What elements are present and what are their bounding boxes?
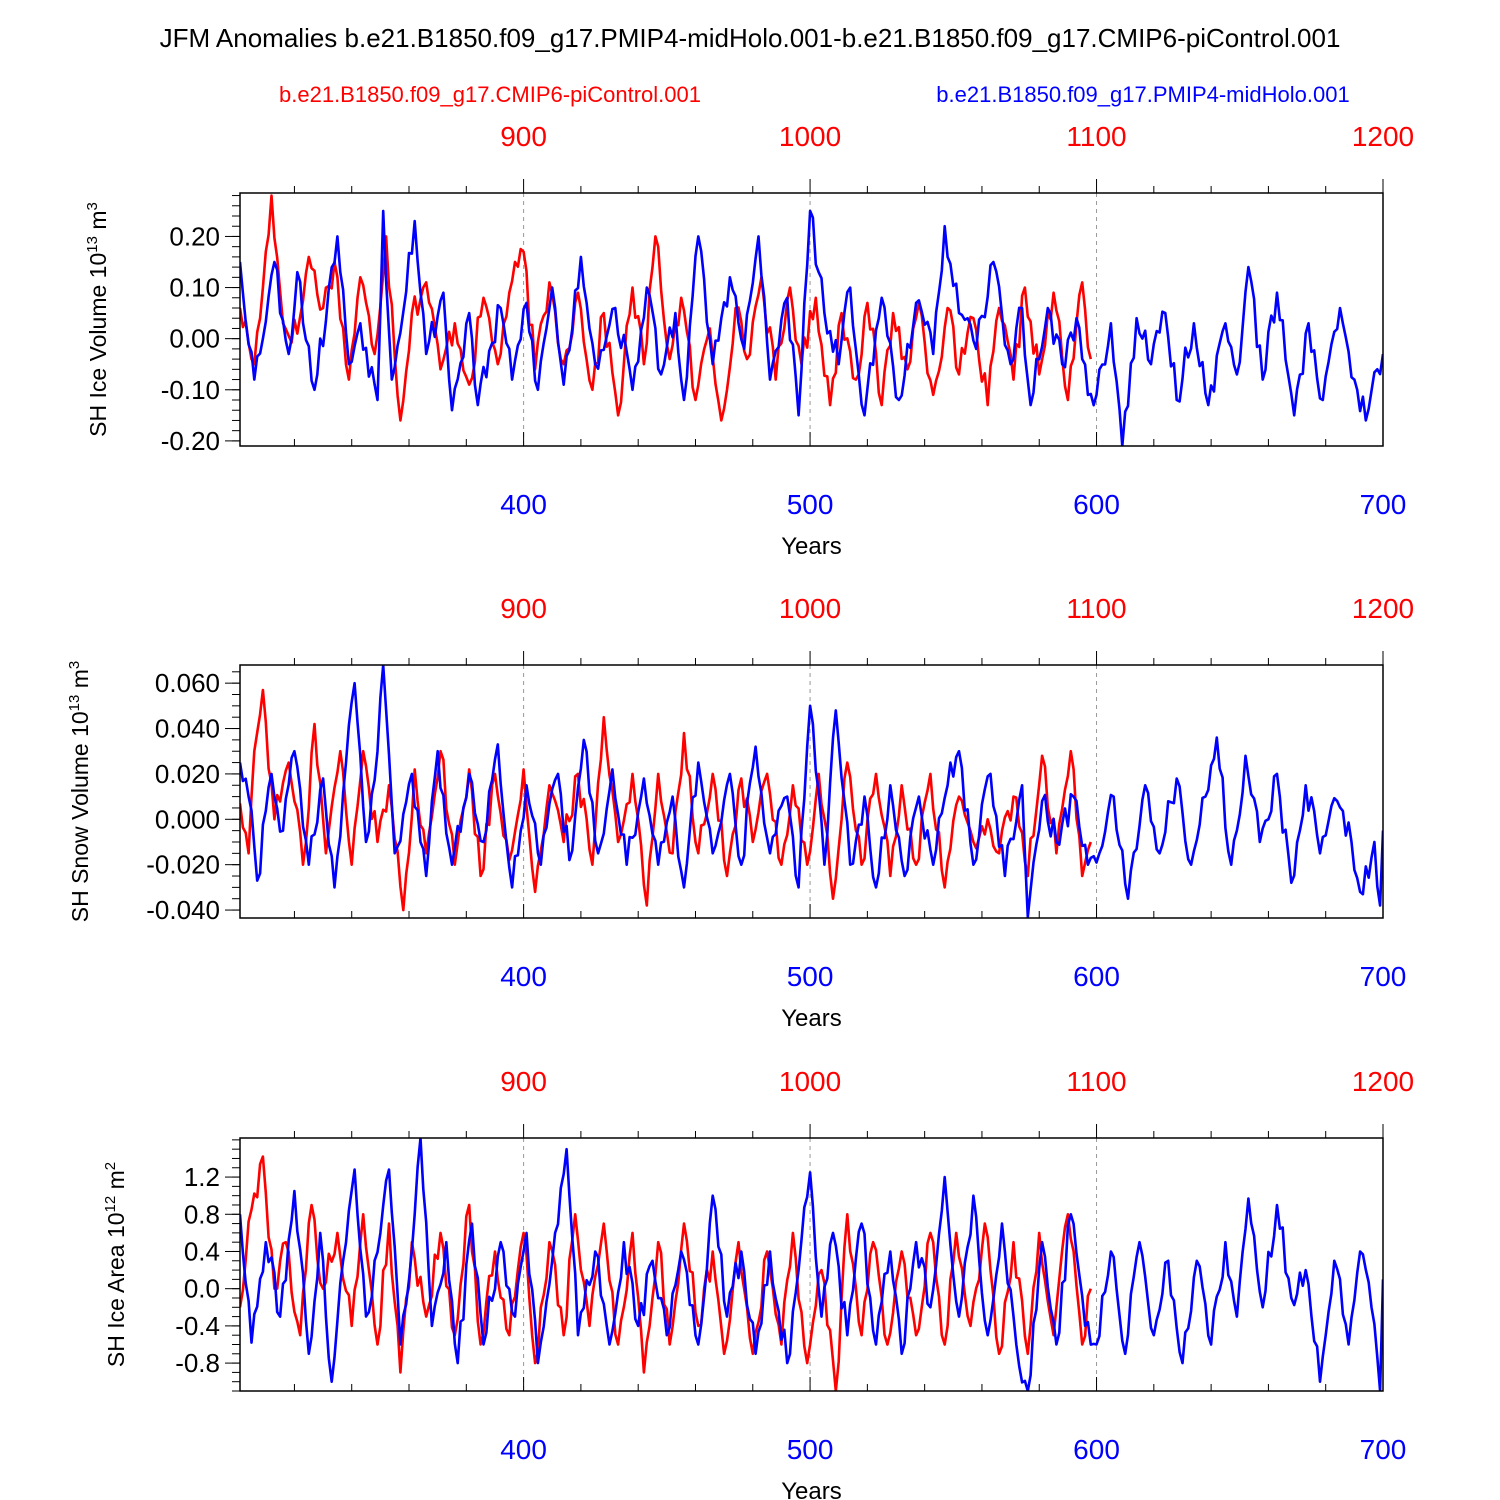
y-axis-title: SH Snow Volume 1013 m3 (66, 661, 93, 923)
y-tick-label: 0.020 (155, 759, 220, 789)
y-axis-title-unit: m (67, 669, 93, 695)
top-axis-label: 1200 (1352, 121, 1414, 152)
y-tick-label: 1.2 (184, 1162, 220, 1192)
bottom-axis-label: 400 (500, 961, 547, 992)
y-tick-label: 0.000 (155, 804, 220, 834)
bottom-axis-label: 400 (500, 1434, 547, 1465)
top-axis-label: 1100 (1066, 1066, 1126, 1097)
plot-frame (239, 192, 1384, 447)
bottom-axis-label: 600 (1073, 961, 1120, 992)
bottom-axis-label: 700 (1360, 489, 1407, 520)
y-tick-label: -0.040 (146, 895, 220, 925)
y-tick-label: -0.10 (161, 375, 220, 405)
top-axis-label: 900 (500, 121, 547, 152)
y-tick-label: -0.4 (175, 1311, 220, 1341)
y-tick-label: 0.060 (155, 668, 220, 698)
top-axis-label: 900 (500, 1066, 547, 1097)
y-axis-title-unit: m (85, 210, 111, 236)
series-blue-line (240, 665, 1383, 918)
series-red-line (240, 194, 1093, 422)
top-axis-label: 1100 (1066, 121, 1126, 152)
y-axis-title: SH Ice Volume 1013 m3 (84, 202, 111, 437)
y-tick-label: 0.8 (184, 1199, 220, 1229)
y-axis-title-unit-exp: 3 (66, 661, 83, 669)
y-tick-label: -0.020 (146, 850, 220, 880)
panel-1: 900 1000 1100 1200 400 500 600 700 Years 0.20 0.10… (84, 121, 1414, 560)
top-axis-label: 1000 (779, 593, 841, 624)
series-red-line (240, 1155, 1093, 1391)
bottom-axis-label: 500 (787, 961, 834, 992)
y-tick-label: -0.8 (175, 1348, 220, 1378)
y-tick-label: 0.040 (155, 714, 220, 744)
panels: 900 1000 1100 1200 400 500 600 700 Years 0.20 0.10… (66, 121, 1414, 1500)
series-blue-line (240, 209, 1383, 446)
top-axis-label: 900 (500, 593, 547, 624)
x-axis-title: Years (781, 533, 842, 560)
bottom-axis-label: 600 (1073, 1434, 1120, 1465)
series-blue-line (240, 1138, 1383, 1391)
y-axis-title: SH Ice Area 1012 m2 (102, 1162, 129, 1367)
x-axis-title: Years (781, 1005, 842, 1032)
y-tick-label: 0.20 (169, 221, 220, 251)
panel-2: 900 1000 1100 1200 400 500 600 700 Years 0.060 0.0… (66, 593, 1414, 1032)
y-axis-title-unit: m (103, 1170, 129, 1196)
legend-blue-label: b.e21.B1850.f09_g17.PMIP4-midHolo.001 (936, 82, 1349, 107)
bottom-axis-label: 500 (787, 489, 834, 520)
bottom-axis-label: 600 (1073, 489, 1120, 520)
plot-frame (239, 664, 1384, 919)
y-tick-label: 0.4 (184, 1236, 220, 1266)
legend-red-label: b.e21.B1850.f09_g17.CMIP6-piControl.001 (279, 82, 701, 107)
y-axis-title-unit-exp: 3 (84, 202, 101, 210)
top-axis-label: 1100 (1066, 593, 1126, 624)
y-tick-label: 0.10 (169, 273, 220, 303)
panel-3: 900 1000 1100 1200 400 500 600 700 Years 1.2 0.8 0.… (102, 1066, 1414, 1500)
figure-title: JFM Anomalies b.e21.B1850.f09_g17.PMIP4-… (160, 23, 1341, 53)
bottom-axis-label: 400 (500, 489, 547, 520)
y-axis-title-main: SH Snow Volume 10 (67, 711, 93, 922)
bottom-axis-label: 700 (1360, 1434, 1407, 1465)
y-axis-title-exp: 13 (84, 236, 101, 253)
plot-frame (239, 1137, 1384, 1392)
top-axis-label: 1000 (779, 1066, 841, 1097)
bottom-axis-label: 700 (1360, 961, 1407, 992)
top-axis-label: 1200 (1352, 593, 1414, 624)
y-tick-label: -0.20 (161, 426, 220, 456)
y-axis-title-exp: 12 (102, 1196, 119, 1213)
y-tick-label: 0.00 (169, 324, 220, 354)
x-axis-title: Years (781, 1478, 842, 1500)
y-axis-title-main: SH Ice Area 10 (103, 1212, 129, 1367)
y-tick-label: 0.0 (184, 1274, 220, 1304)
top-axis-label: 1000 (779, 121, 841, 152)
y-axis-title-main: SH Ice Volume 10 (85, 253, 111, 437)
bottom-axis-label: 500 (787, 1434, 834, 1465)
y-axis-title-unit-exp: 2 (102, 1162, 119, 1170)
top-axis-label: 1200 (1352, 1066, 1414, 1097)
y-axis-title-exp: 13 (66, 695, 83, 712)
